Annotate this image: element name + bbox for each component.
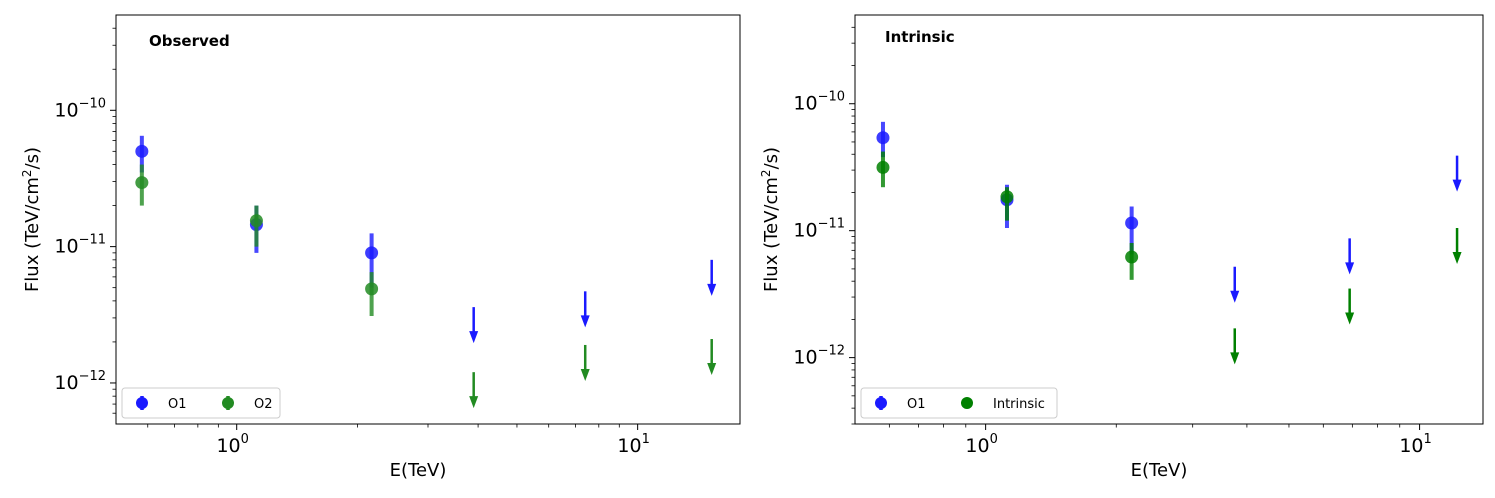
data-point bbox=[1125, 250, 1139, 264]
panel-title: Intrinsic bbox=[885, 28, 955, 46]
series-o1 bbox=[876, 121, 1462, 303]
x-tick-label: 101 bbox=[1399, 432, 1431, 457]
upper-limit-arrowhead bbox=[1452, 251, 1462, 264]
upper-limit-arrowhead bbox=[1230, 290, 1240, 303]
upper-limit-arrowhead bbox=[1452, 179, 1462, 192]
y-tick-label: 10−12 bbox=[54, 369, 106, 394]
data-point bbox=[249, 214, 263, 228]
chart-panel-2: 100 101 10−12 10−11 10−10 E(TeV) Flux (TeV/cm2… bbox=[759, 14, 1484, 481]
legend-marker bbox=[875, 397, 887, 409]
plot-frame bbox=[115, 14, 741, 425]
x-axis-label: E(TeV) bbox=[390, 460, 447, 481]
y-tick-label: 10−12 bbox=[793, 344, 845, 369]
series-o2 bbox=[135, 164, 717, 409]
upper-limit-arrowhead bbox=[1345, 262, 1355, 275]
x-tick-label: 100 bbox=[216, 432, 248, 457]
legend-box bbox=[860, 387, 1058, 419]
y-tick-label: 10−10 bbox=[793, 90, 845, 115]
legend-label: O2 bbox=[254, 397, 273, 412]
y-tick-label: 10−11 bbox=[793, 217, 845, 242]
data-point bbox=[1125, 216, 1139, 230]
chart-panel-1: 100 101 10−12 10−11 10−10 E(TeV) Flux (TeV/cm2… bbox=[20, 14, 741, 481]
plot-frame bbox=[854, 14, 1484, 425]
panel-title: Observed bbox=[149, 32, 230, 50]
upper-limit-arrowhead bbox=[580, 368, 590, 381]
y-axis-label: Flux (TeV/cm2/s) bbox=[759, 147, 782, 292]
series-o1 bbox=[135, 135, 717, 344]
upper-limit-arrowhead bbox=[707, 283, 717, 296]
y-tick-label: 10−11 bbox=[54, 233, 106, 258]
upper-limit-arrowhead bbox=[1345, 312, 1355, 325]
legend-marker bbox=[961, 397, 973, 409]
legend: O1 O2 bbox=[121, 387, 281, 419]
legend-marker bbox=[222, 397, 234, 409]
x-tick-label: 101 bbox=[617, 432, 649, 457]
data-point bbox=[135, 176, 149, 190]
legend-label: O1 bbox=[168, 397, 187, 412]
legend-box bbox=[121, 387, 281, 419]
upper-limit-arrowhead bbox=[580, 315, 590, 328]
x-axis-label: E(TeV) bbox=[1131, 460, 1188, 481]
data-point bbox=[365, 282, 379, 296]
upper-limit-arrowhead bbox=[1230, 352, 1240, 365]
data-point bbox=[876, 160, 890, 174]
y-tick-label: 10−10 bbox=[54, 96, 106, 121]
upper-limit-arrowhead bbox=[469, 396, 479, 409]
data-point bbox=[1000, 190, 1014, 204]
x-tick-label: 100 bbox=[965, 432, 997, 457]
data-point bbox=[135, 144, 149, 158]
data-point bbox=[365, 246, 379, 260]
legend: O1 Intrinsic bbox=[860, 387, 1058, 419]
upper-limit-arrowhead bbox=[469, 331, 479, 344]
y-axis-label: Flux (TeV/cm2/s) bbox=[20, 147, 43, 292]
legend-marker bbox=[136, 397, 148, 409]
legend-label: Intrinsic bbox=[993, 397, 1045, 412]
data-point bbox=[876, 131, 890, 145]
legend-label: O1 bbox=[907, 397, 926, 412]
series-intrinsic bbox=[876, 151, 1462, 365]
upper-limit-arrowhead bbox=[707, 363, 717, 376]
